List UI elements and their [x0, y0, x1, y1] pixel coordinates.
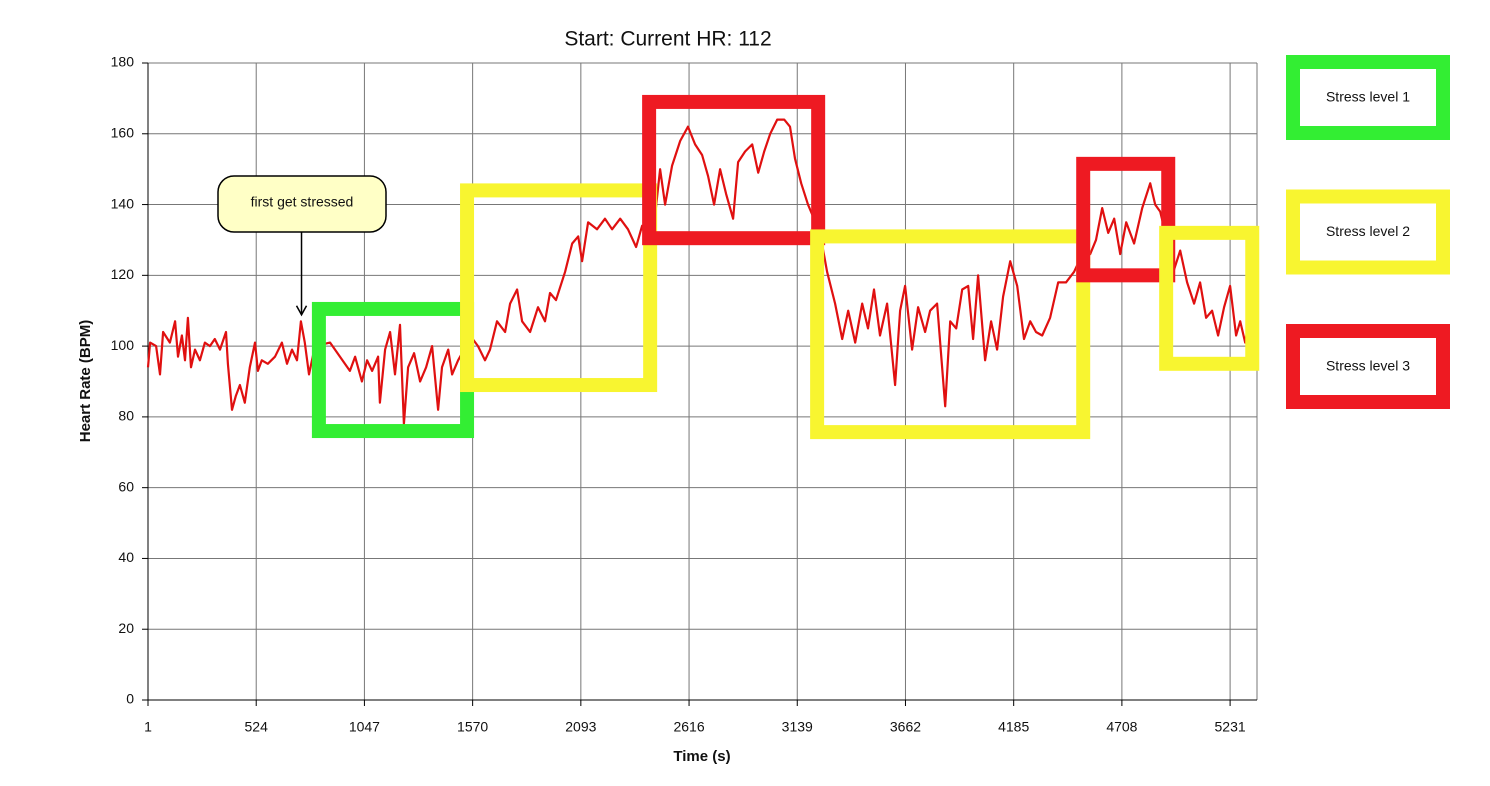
stress-region: [311, 301, 475, 439]
stress-region: [1159, 225, 1260, 371]
chart-title: Start: Current HR: 112: [564, 28, 771, 51]
stress-region: [1076, 156, 1176, 283]
x-tick-label: 524: [245, 719, 269, 735]
x-tick-label: 4185: [998, 719, 1029, 735]
legend-label: Stress level 1: [1326, 89, 1410, 105]
legend-label: Stress level 3: [1326, 358, 1410, 374]
x-tick-label: 2616: [673, 719, 704, 735]
y-tick-label: 40: [118, 549, 134, 565]
legend-box: [1286, 189, 1450, 275]
stress-region: [642, 94, 826, 246]
stress-region: [810, 229, 1091, 440]
y-tick-label: 80: [118, 408, 134, 424]
legend-box: [1286, 55, 1450, 140]
stress-region: [460, 183, 658, 393]
x-tick-label: 4708: [1106, 719, 1137, 735]
y-tick-label: 160: [111, 124, 135, 140]
x-tick-label: 2093: [565, 719, 596, 735]
x-tick-label: 5231: [1215, 719, 1246, 735]
legend-box: [1286, 324, 1450, 409]
x-tick-label: 1047: [349, 719, 380, 735]
x-tick-label: 1: [144, 719, 152, 735]
x-tick-label: 1570: [457, 719, 488, 735]
x-tick-label: 3139: [782, 719, 813, 735]
x-axis-title: Time (s): [673, 748, 730, 765]
y-axis-title: Heart Rate (BPM): [77, 320, 94, 443]
legend-label: Stress level 2: [1326, 223, 1410, 239]
y-tick-label: 20: [118, 620, 134, 636]
y-tick-label: 140: [111, 195, 135, 211]
y-tick-label: 100: [111, 337, 135, 353]
y-tick-label: 0: [126, 691, 134, 707]
y-tick-label: 60: [118, 478, 134, 494]
y-tick-label: 180: [111, 54, 135, 70]
x-tick-label: 3662: [890, 719, 921, 735]
y-tick-label: 120: [111, 266, 135, 282]
callout-text: first get stressed: [251, 194, 354, 210]
hr-line: [146, 118, 1252, 426]
callout-arrowhead: [295, 305, 308, 317]
